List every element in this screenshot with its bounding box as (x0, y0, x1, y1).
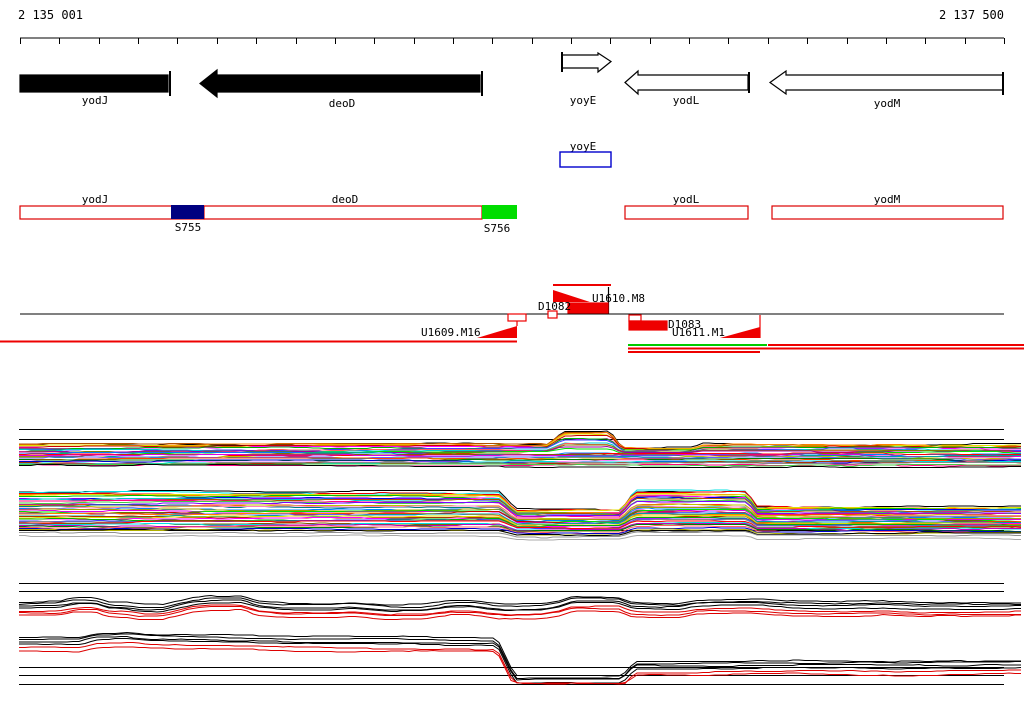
gene-box-yodL[interactable]: yodL (624, 193, 749, 220)
feature-D1082-open[interactable] (547, 310, 558, 319)
gene-arrow-label-yodM[interactable]: yodM (874, 97, 901, 110)
profile-band2-gray (19, 531, 1021, 541)
gene-box-deoD[interactable]: deoD (203, 193, 483, 220)
ruler-start-coordinate: 2 135 001 (18, 8, 84, 22)
profile-g2-red (19, 642, 1021, 685)
profile-line-g1-red-1 (19, 606, 1021, 618)
segment-S756[interactable]: S756 (482, 205, 517, 235)
gene-box-label-deoD[interactable]: deoD (332, 193, 359, 206)
profile-g1-red (19, 604, 1021, 620)
gene-box-label-yodL[interactable]: yodL (673, 193, 700, 206)
profile-line-band1-4 (19, 435, 1022, 452)
feature-label-U1611.M1[interactable]: U1611.M1 (672, 326, 725, 339)
profile-line-band2-18 (19, 507, 1021, 520)
profile-line-band1-28 (19, 463, 1021, 467)
yoye-feature[interactable]: yoyE (559, 140, 612, 168)
feature-label-D1083[interactable]: D1083 (668, 318, 701, 331)
profile-line-g1-black-3 (19, 602, 1021, 613)
gene-arrow-shape-yodJ[interactable] (19, 74, 169, 93)
profile-line-band1-16 (19, 454, 1021, 458)
gene-arrow-shape-yoyE[interactable] (561, 51, 613, 74)
profile-band1 (19, 430, 1022, 468)
segment-label-S755[interactable]: S755 (175, 221, 202, 234)
yoye-feature-box[interactable] (559, 151, 612, 168)
profile-line-g2-black-2 (19, 636, 1021, 681)
profile-line-band2-26 (19, 514, 1021, 526)
profile-line-band2-24 (19, 513, 1021, 525)
feature-D1083-box[interactable] (628, 320, 668, 331)
profile-g1-black (18, 594, 1021, 613)
gene-arrow-yodL[interactable]: yodL (624, 69, 750, 107)
segment-rect-S756[interactable] (482, 205, 517, 219)
gene-arrow-yodM[interactable]: yodM (768, 69, 1004, 110)
gene-arrow-shape-yodM[interactable] (768, 69, 1004, 96)
profile-line-band2-gray-1 (19, 534, 1021, 541)
gene-arrow-deoD[interactable]: deoD (199, 68, 483, 110)
feature-wedge-U1610.M8[interactable] (553, 290, 590, 302)
gene-box-rect-yodM[interactable] (771, 205, 1004, 220)
profile-line-band1-21 (19, 458, 1021, 462)
segment-S755[interactable]: S755 (171, 205, 204, 234)
ruler-track (20, 37, 1005, 44)
gene-box-rect-deoD[interactable] (203, 205, 483, 220)
feature-wedge-U1611.M1[interactable] (720, 327, 760, 338)
profile-line-band2-4 (19, 493, 1021, 512)
profile-band2 (19, 489, 1022, 536)
ruler-end-coordinate: 2 137 500 (938, 8, 1004, 22)
profile-line-band2-12 (19, 501, 1021, 517)
segment-rect-S755[interactable] (171, 205, 204, 219)
profile-line-band2-39 (19, 528, 1021, 536)
feature-D1082-box[interactable] (567, 302, 609, 314)
feature-label-D1082[interactable]: D1082 (538, 300, 571, 313)
gene-box-yodM[interactable]: yodM (771, 193, 1004, 220)
gene-arrow-label-yodJ[interactable]: yodJ (82, 94, 109, 107)
gene-arrow-shape-yodL[interactable] (624, 69, 749, 96)
gene-box-label-yodM[interactable]: yodM (874, 193, 901, 206)
gene-box-label-yodJ[interactable]: yodJ (82, 193, 109, 206)
expression-profiles (19, 429, 1004, 685)
profile-line-g2-black-0 (19, 631, 1021, 677)
gene-arrow-yoyE[interactable]: yoyE (561, 51, 613, 107)
profile-line-band1-29 (19, 464, 1021, 468)
profile-line-g1-black-0 (19, 594, 1021, 606)
profile-line-band2-9 (19, 498, 1021, 515)
profile-line-g1-red-2 (19, 609, 1021, 620)
feature-U1609-open[interactable] (507, 313, 527, 322)
feature-label-U1610.M8[interactable]: U1610.M8 (592, 292, 645, 305)
profile-line-band1-20 (19, 457, 1022, 461)
gene-box-rect-yodL[interactable] (624, 205, 749, 220)
profile-line-band2-31 (19, 520, 1022, 529)
gene-arrow-label-yodL[interactable]: yodL (673, 94, 700, 107)
profile-line-g2-red-1 (19, 646, 1021, 685)
profile-line-band2-gray-0 (19, 531, 1021, 539)
gene-box-yodJ[interactable]: yodJ (19, 193, 205, 220)
profile-line-band1-26 (19, 462, 1021, 465)
gene-arrow-label-deoD[interactable]: deoD (329, 97, 356, 110)
segment-label-S756[interactable]: S756 (484, 222, 511, 235)
gene-arrow-yodJ[interactable]: yodJ (19, 71, 171, 107)
yoye-feature-label[interactable]: yoyE (570, 140, 597, 153)
profile-line-g2-black-1 (19, 633, 1021, 679)
feature-D1083-open[interactable] (628, 314, 642, 322)
gene-arrow-shape-deoD[interactable] (199, 68, 481, 99)
profile-line-g1-black-1 (18, 597, 1021, 608)
gene-arrow-label-yoyE[interactable]: yoyE (570, 94, 597, 107)
feature-label-U1609.M16[interactable]: U1609.M16 (421, 326, 481, 339)
feature-wedge-U1609.M16[interactable] (477, 326, 517, 338)
profile-line-band2-16 (19, 505, 1021, 520)
